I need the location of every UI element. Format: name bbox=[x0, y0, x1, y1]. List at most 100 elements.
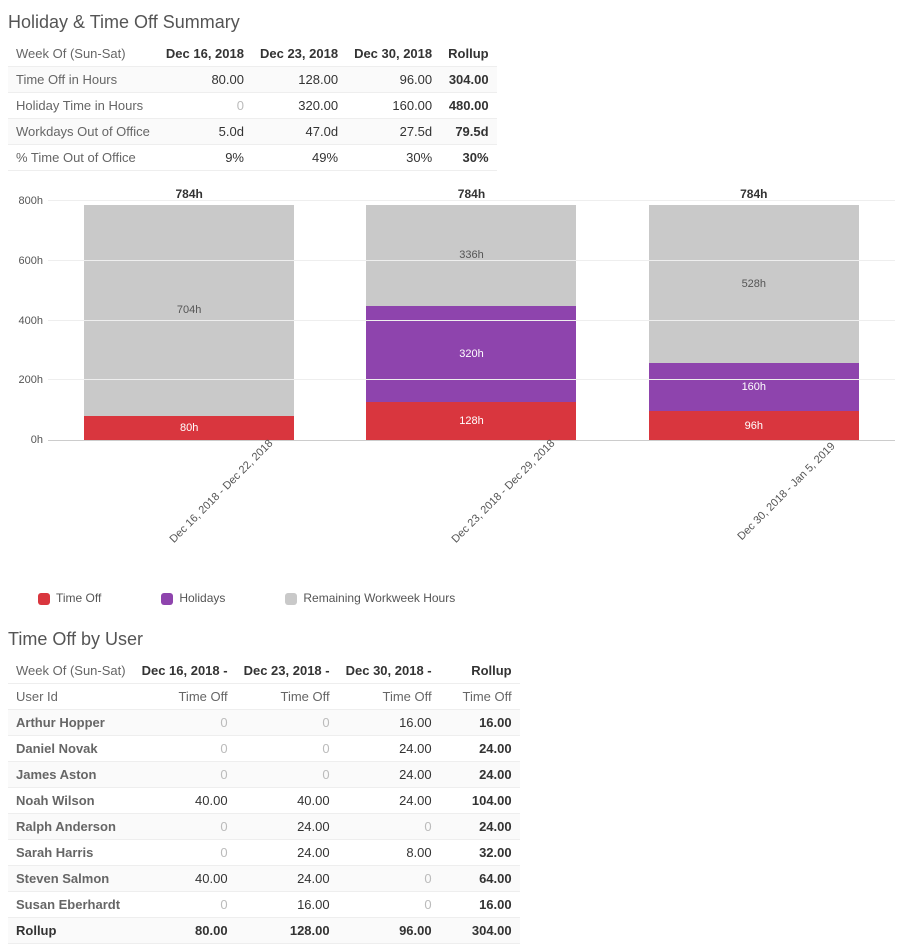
summary-title: Holiday & Time Off Summary bbox=[8, 12, 895, 33]
summary-cell: 27.5d bbox=[346, 119, 440, 145]
byuser-coltop-2: Dec 30, 2018 - bbox=[338, 658, 440, 684]
byuser-cell: 24.00 bbox=[440, 762, 520, 788]
byuser-name: Ralph Anderson bbox=[8, 814, 134, 840]
byuser-cell: 24.00 bbox=[236, 840, 338, 866]
byuser-cell: 24.00 bbox=[236, 814, 338, 840]
summary-row-label: Holiday Time in Hours bbox=[8, 93, 158, 119]
byuser-cell: 24.00 bbox=[440, 814, 520, 840]
byuser-week-header: Week Of (Sun-Sat) bbox=[8, 658, 134, 684]
byuser-rollup-label: Rollup bbox=[8, 918, 134, 944]
summary-cell: 96.00 bbox=[346, 67, 440, 93]
byuser-cell: 0 bbox=[134, 710, 236, 736]
chart-bar-total: 784h bbox=[361, 187, 581, 201]
byuser-cell: 0 bbox=[134, 840, 236, 866]
byuser-cell: 24.00 bbox=[236, 866, 338, 892]
byuser-cell: 24.00 bbox=[338, 788, 440, 814]
summary-cell: 0 bbox=[158, 93, 252, 119]
legend-swatch bbox=[285, 593, 297, 605]
chart-bar-segment: 528h bbox=[649, 205, 859, 363]
summary-cell: 30% bbox=[440, 145, 496, 171]
byuser-cell: 0 bbox=[236, 736, 338, 762]
legend-label: Time Off bbox=[56, 591, 101, 605]
byuser-colsub-1: Time Off bbox=[236, 684, 338, 710]
byuser-colsub-0: Time Off bbox=[134, 684, 236, 710]
byuser-cell: 40.00 bbox=[134, 866, 236, 892]
chart-xlabels: Dec 16, 2018 - Dec 22, 2018Dec 23, 2018 … bbox=[48, 459, 895, 511]
byuser-coltop-1: Dec 23, 2018 - bbox=[236, 658, 338, 684]
chart-ytick: 600h bbox=[8, 255, 43, 267]
summary-cell: 47.0d bbox=[252, 119, 346, 145]
chart-bar-total: 784h bbox=[79, 187, 299, 201]
byuser-cell: 24.00 bbox=[440, 736, 520, 762]
chart-ytick: 400h bbox=[8, 315, 43, 327]
chart-ytick: 800h bbox=[8, 195, 43, 207]
byuser-colsub-3: Time Off bbox=[440, 684, 520, 710]
byuser-coltop-0: Dec 16, 2018 - bbox=[134, 658, 236, 684]
byuser-cell: 0 bbox=[134, 814, 236, 840]
summary-row-label: Time Off in Hours bbox=[8, 67, 158, 93]
byuser-cell: 24.00 bbox=[338, 736, 440, 762]
byuser-name: James Aston bbox=[8, 762, 134, 788]
byuser-cell: 40.00 bbox=[236, 788, 338, 814]
byuser-name: Noah Wilson bbox=[8, 788, 134, 814]
summary-col-1: Dec 23, 2018 bbox=[252, 41, 346, 67]
chart-ytick: 200h bbox=[8, 374, 43, 386]
summary-week-header: Week Of (Sun-Sat) bbox=[8, 41, 158, 67]
summary-cell: 5.0d bbox=[158, 119, 252, 145]
summary-cell: 80.00 bbox=[158, 67, 252, 93]
byuser-cell: 0 bbox=[134, 762, 236, 788]
summary-col-3: Rollup bbox=[440, 41, 496, 67]
legend-item: Holidays bbox=[161, 591, 225, 605]
byuser-coltop-3: Rollup bbox=[440, 658, 520, 684]
chart: 784h80h704h784h128h320h336h784h96h160h52… bbox=[8, 201, 895, 605]
byuser-cell: 40.00 bbox=[134, 788, 236, 814]
byuser-cell: 0 bbox=[338, 814, 440, 840]
byuser-cell: 128.00 bbox=[236, 918, 338, 944]
legend-label: Holidays bbox=[179, 591, 225, 605]
byuser-cell: 16.00 bbox=[440, 710, 520, 736]
byuser-cell: 0 bbox=[338, 866, 440, 892]
byuser-table: Week Of (Sun-Sat) Dec 16, 2018 - Dec 23,… bbox=[8, 658, 520, 944]
summary-cell: 304.00 bbox=[440, 67, 496, 93]
summary-cell: 79.5d bbox=[440, 119, 496, 145]
summary-cell: 49% bbox=[252, 145, 346, 171]
byuser-name: Daniel Novak bbox=[8, 736, 134, 762]
byuser-cell: 16.00 bbox=[338, 710, 440, 736]
summary-cell: 160.00 bbox=[346, 93, 440, 119]
byuser-cell: 80.00 bbox=[134, 918, 236, 944]
byuser-cell: 0 bbox=[236, 762, 338, 788]
summary-row-label: Workdays Out of Office bbox=[8, 119, 158, 145]
byuser-cell: 96.00 bbox=[338, 918, 440, 944]
byuser-userid-header: User Id bbox=[8, 684, 134, 710]
byuser-cell: 24.00 bbox=[338, 762, 440, 788]
summary-cell: 128.00 bbox=[252, 67, 346, 93]
summary-row-label: % Time Out of Office bbox=[8, 145, 158, 171]
chart-ytick: 0h bbox=[8, 434, 43, 446]
summary-col-2: Dec 30, 2018 bbox=[346, 41, 440, 67]
legend-item: Remaining Workweek Hours bbox=[285, 591, 455, 605]
legend-label: Remaining Workweek Hours bbox=[303, 591, 455, 605]
byuser-colsub-2: Time Off bbox=[338, 684, 440, 710]
byuser-cell: 0 bbox=[134, 736, 236, 762]
legend-item: Time Off bbox=[38, 591, 101, 605]
byuser-title: Time Off by User bbox=[8, 629, 895, 650]
byuser-cell: 64.00 bbox=[440, 866, 520, 892]
byuser-name: Sarah Harris bbox=[8, 840, 134, 866]
legend-swatch bbox=[38, 593, 50, 605]
summary-cell: 9% bbox=[158, 145, 252, 171]
summary-col-0: Dec 16, 2018 bbox=[158, 41, 252, 67]
byuser-name: Arthur Hopper bbox=[8, 710, 134, 736]
byuser-cell: 8.00 bbox=[338, 840, 440, 866]
summary-cell: 30% bbox=[346, 145, 440, 171]
summary-cell: 320.00 bbox=[252, 93, 346, 119]
summary-table: Week Of (Sun-Sat) Dec 16, 2018 Dec 23, 2… bbox=[8, 41, 497, 171]
byuser-cell: 104.00 bbox=[440, 788, 520, 814]
byuser-name: Steven Salmon bbox=[8, 866, 134, 892]
legend-swatch bbox=[161, 593, 173, 605]
byuser-cell: 32.00 bbox=[440, 840, 520, 866]
byuser-cell: 0 bbox=[236, 710, 338, 736]
chart-bar-total: 784h bbox=[644, 187, 864, 201]
chart-bar-segment: 336h bbox=[366, 205, 576, 306]
chart-plot: 784h80h704h784h128h320h336h784h96h160h52… bbox=[48, 201, 895, 441]
chart-legend: Time Off Holidays Remaining Workweek Hours bbox=[38, 591, 895, 605]
